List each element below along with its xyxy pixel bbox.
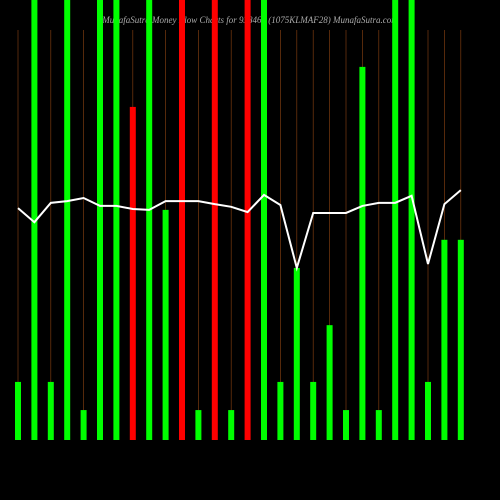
bar: [293, 267, 300, 440]
bar: [80, 410, 87, 440]
bar: [441, 239, 448, 440]
bar: [64, 0, 71, 440]
bar: [146, 0, 153, 440]
bar: [15, 381, 21, 440]
bar: [326, 325, 333, 440]
bar: [228, 410, 235, 440]
money-flow-line: [17, 189, 462, 272]
bar: [162, 209, 169, 440]
bar: [457, 239, 464, 440]
bar: [277, 381, 284, 440]
bar: [97, 0, 103, 440]
bar: [392, 0, 399, 440]
bar: [375, 410, 382, 440]
bar: [179, 0, 185, 440]
bar: [408, 0, 415, 440]
bar: [425, 381, 431, 440]
bar: [359, 66, 366, 440]
bar: [31, 0, 38, 440]
bar: [244, 0, 251, 440]
bar: [343, 410, 349, 440]
bar: [211, 0, 218, 440]
bar: [195, 410, 202, 440]
bar: [113, 0, 120, 440]
bar: [129, 106, 136, 441]
bar: [261, 0, 267, 440]
bar: [310, 381, 317, 440]
bar: [47, 381, 54, 440]
